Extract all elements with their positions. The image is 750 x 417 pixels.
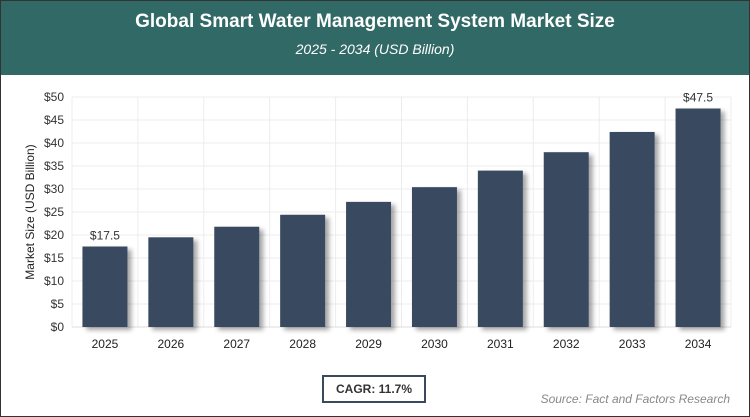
- y-tick-label: $30: [44, 182, 64, 196]
- y-tick-label: $50: [44, 90, 64, 104]
- y-tick-label: $0: [51, 320, 65, 334]
- y-tick-label: $20: [44, 228, 64, 242]
- data-label: $47.5: [683, 91, 713, 105]
- bar-2033: [609, 131, 655, 327]
- cagr-badge: CAGR: 11.7%: [322, 375, 426, 403]
- x-tick-label: 2030: [421, 337, 448, 351]
- x-tick-label: 2033: [619, 337, 646, 351]
- bar-2034: [675, 108, 721, 327]
- data-label: $17.5: [90, 229, 120, 243]
- y-tick-label: $5: [51, 297, 65, 311]
- x-tick-label: 2028: [289, 337, 316, 351]
- y-tick-label: $40: [44, 136, 64, 150]
- x-tick-label: 2031: [487, 337, 514, 351]
- source-note: Source: Fact and Factors Research: [540, 392, 730, 406]
- x-tick-label: 2026: [157, 337, 184, 351]
- y-tick-label: $10: [44, 274, 64, 288]
- y-tick-label: $15: [44, 251, 64, 265]
- x-tick-label: 2034: [685, 337, 712, 351]
- x-tick-label: 2032: [553, 337, 580, 351]
- bar-2029: [346, 201, 392, 327]
- bar-2030: [411, 187, 457, 327]
- y-tick-label: $25: [44, 205, 64, 219]
- y-axis-label: Market Size (USD Billion): [23, 144, 37, 279]
- bar-2031: [477, 170, 523, 327]
- bar-2025: [82, 246, 128, 327]
- chart-title: Global Smart Water Management System Mar…: [135, 11, 615, 32]
- bar-2026: [148, 237, 194, 327]
- chart-subtitle: 2025 - 2034 (USD Billion): [295, 41, 455, 57]
- x-tick-label: 2027: [223, 337, 250, 351]
- y-tick-label: $35: [44, 159, 64, 173]
- bar-2027: [214, 226, 260, 327]
- y-tick-label: $45: [44, 113, 64, 127]
- chart-header: Global Smart Water Management System Mar…: [1, 1, 749, 75]
- x-tick-label: 2029: [355, 337, 382, 351]
- bar-2032: [543, 152, 589, 327]
- bar-2028: [280, 214, 326, 327]
- x-tick-label: 2025: [92, 337, 119, 351]
